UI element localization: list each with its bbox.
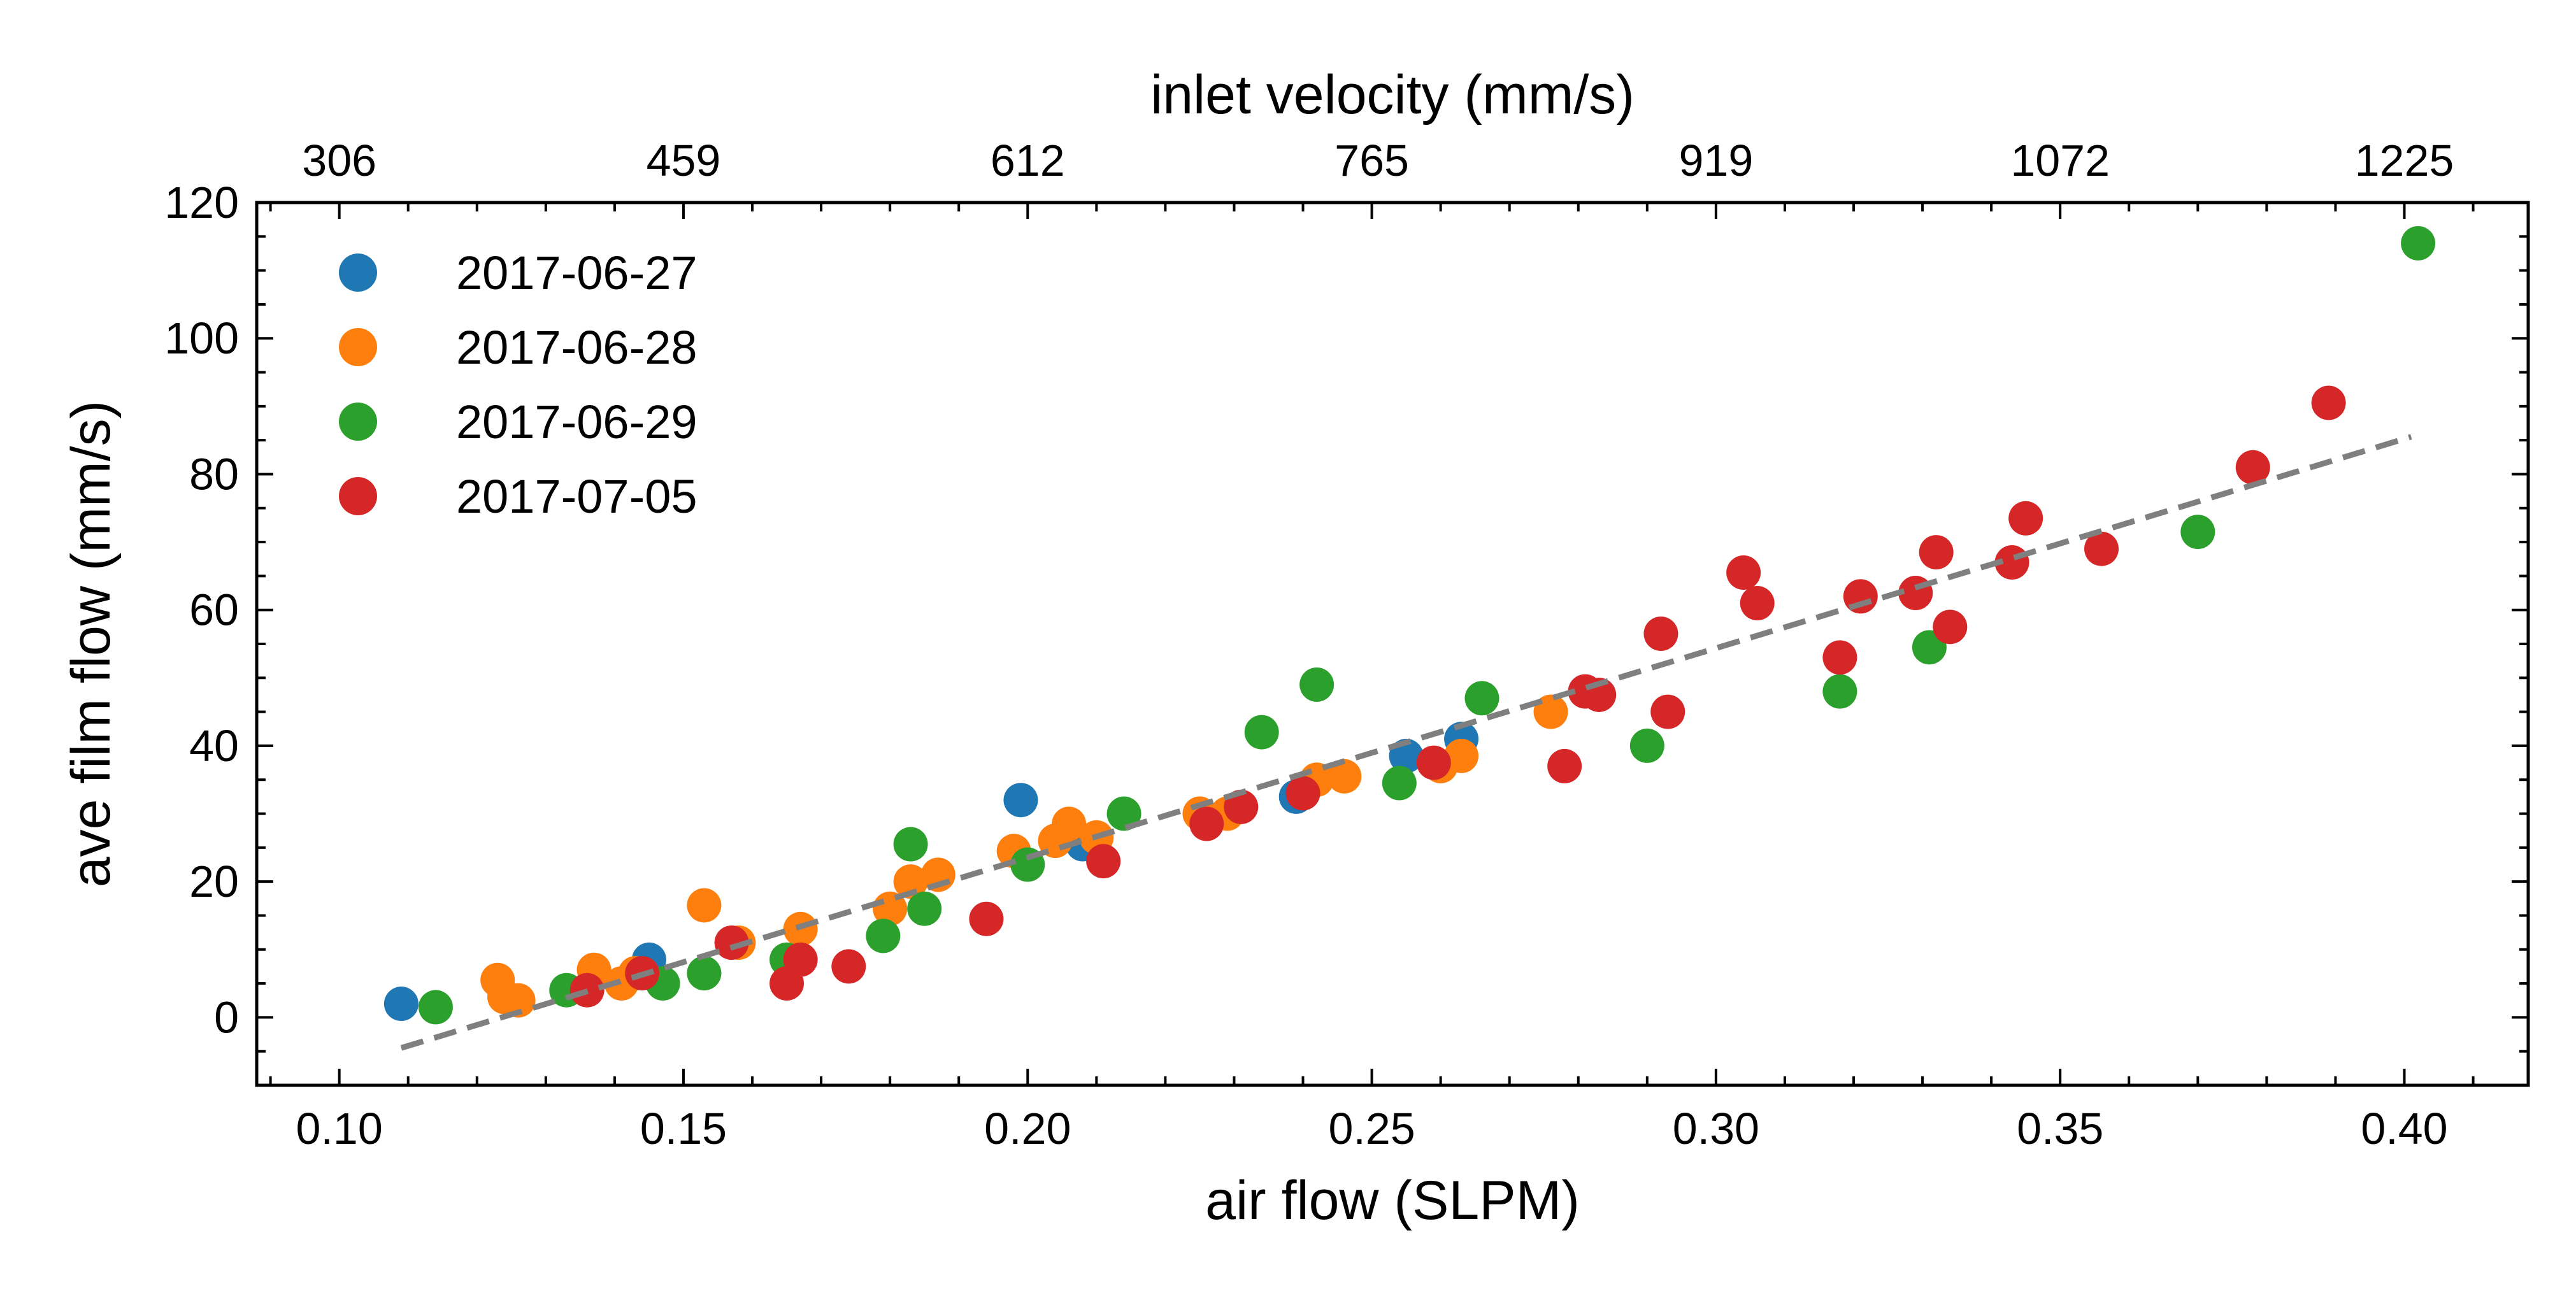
data-point-2017-06-29-12 xyxy=(1382,766,1417,801)
data-point-2017-07-05-20 xyxy=(1843,579,1878,614)
legend-marker-2017-06-28 xyxy=(339,328,377,366)
x2-tick-label: 459 xyxy=(647,136,721,185)
x2-tick-label: 1072 xyxy=(2010,136,2110,185)
top-axis-title: inlet velocity (mm/s) xyxy=(1150,64,1635,125)
legend-label: 2017-06-29 xyxy=(456,396,698,448)
data-point-2017-06-29-11 xyxy=(1299,667,1335,702)
data-point-2017-07-05-18 xyxy=(1740,586,1775,621)
x2-tick-label: 919 xyxy=(1678,136,1753,185)
data-point-2017-06-29-9 xyxy=(1106,796,1141,831)
data-point-2017-06-28-6 xyxy=(687,888,722,923)
y-tick-label: 80 xyxy=(189,449,239,499)
data-point-2017-07-05-12 xyxy=(1547,748,1582,783)
legend-label: 2017-07-05 xyxy=(456,470,698,523)
data-point-2017-06-29-13 xyxy=(1464,681,1499,716)
data-point-2017-07-05-5 xyxy=(831,949,866,984)
x2-tick-label: 765 xyxy=(1335,136,1409,185)
x-tick-label: 0.25 xyxy=(1328,1104,1415,1153)
y-tick-label: 40 xyxy=(189,721,239,771)
data-point-2017-07-05-22 xyxy=(1919,535,1954,570)
data-point-2017-06-29-18 xyxy=(2401,225,2436,260)
data-point-2017-07-05-19 xyxy=(1822,640,1857,675)
data-point-2017-06-28-19 xyxy=(1327,759,1362,794)
data-point-2017-06-29-5 xyxy=(866,918,901,953)
x2-tick-label: 1225 xyxy=(2355,136,2454,185)
y-tick-label: 0 xyxy=(214,992,239,1042)
y-axis-title: ave film flow (mm/s) xyxy=(61,401,122,887)
y-tick-label: 120 xyxy=(164,178,239,227)
data-point-2017-06-28-2 xyxy=(501,983,536,1018)
data-point-2017-06-29-10 xyxy=(1244,715,1279,750)
data-point-2017-06-27-0 xyxy=(383,987,419,1022)
data-point-2017-07-05-8 xyxy=(1189,806,1224,841)
data-point-2017-07-05-27 xyxy=(2235,450,2270,485)
data-point-2017-06-29-15 xyxy=(1822,674,1857,709)
data-point-2017-07-05-15 xyxy=(1643,617,1678,652)
y-tick-label: 20 xyxy=(189,857,239,906)
x-tick-label: 0.20 xyxy=(984,1104,1071,1153)
data-point-2017-07-05-2 xyxy=(714,925,749,960)
data-point-2017-06-29-7 xyxy=(907,891,942,926)
data-point-2017-06-29-14 xyxy=(1629,728,1664,763)
data-point-2017-06-29-17 xyxy=(2180,515,2215,550)
y-tick-label: 60 xyxy=(189,585,239,635)
x2-tick-label: 612 xyxy=(991,136,1065,185)
data-point-2017-07-05-17 xyxy=(1726,555,1761,590)
x-tick-label: 0.10 xyxy=(296,1104,383,1153)
x-tick-label: 0.35 xyxy=(2017,1104,2103,1153)
data-point-2017-06-28-10 xyxy=(893,864,928,899)
data-point-2017-07-05-26 xyxy=(2084,531,2119,566)
x-tick-label: 0.15 xyxy=(640,1104,727,1153)
data-point-2017-07-05-28 xyxy=(2311,385,2346,420)
legend-label: 2017-06-27 xyxy=(456,246,698,299)
data-point-2017-07-05-10 xyxy=(1285,776,1320,811)
x-tick-label: 0.30 xyxy=(1673,1104,1759,1153)
data-point-2017-07-05-6 xyxy=(969,901,1004,936)
legend-marker-2017-06-27 xyxy=(339,253,377,292)
data-point-2017-07-05-11 xyxy=(1416,745,1451,780)
fit-line xyxy=(400,434,2412,1051)
x-tick-label: 0.40 xyxy=(2361,1104,2447,1153)
data-point-2017-07-05-16 xyxy=(1650,694,1685,729)
data-point-2017-06-27-2 xyxy=(1003,783,1038,818)
data-point-2017-07-05-25 xyxy=(2008,501,2043,536)
data-point-2017-06-29-6 xyxy=(893,827,928,862)
data-point-2017-07-05-23 xyxy=(1933,610,1968,645)
data-point-2017-06-28-14 xyxy=(1052,806,1087,841)
data-point-2017-06-29-0 xyxy=(418,990,453,1025)
legend-marker-2017-07-05 xyxy=(339,477,377,515)
legend-label: 2017-06-28 xyxy=(456,321,698,374)
x2-tick-label: 306 xyxy=(302,136,376,185)
x-axis-title: air flow (SLPM) xyxy=(1205,1170,1580,1231)
data-point-2017-07-05-9 xyxy=(1224,789,1259,824)
data-point-2017-07-05-4 xyxy=(783,942,818,977)
data-point-2017-06-29-3 xyxy=(687,956,722,991)
data-point-2017-07-05-7 xyxy=(1086,844,1121,879)
data-point-2017-06-28-21 xyxy=(1444,738,1479,773)
y-tick-label: 100 xyxy=(164,313,239,363)
legend-marker-2017-06-29 xyxy=(339,403,377,441)
